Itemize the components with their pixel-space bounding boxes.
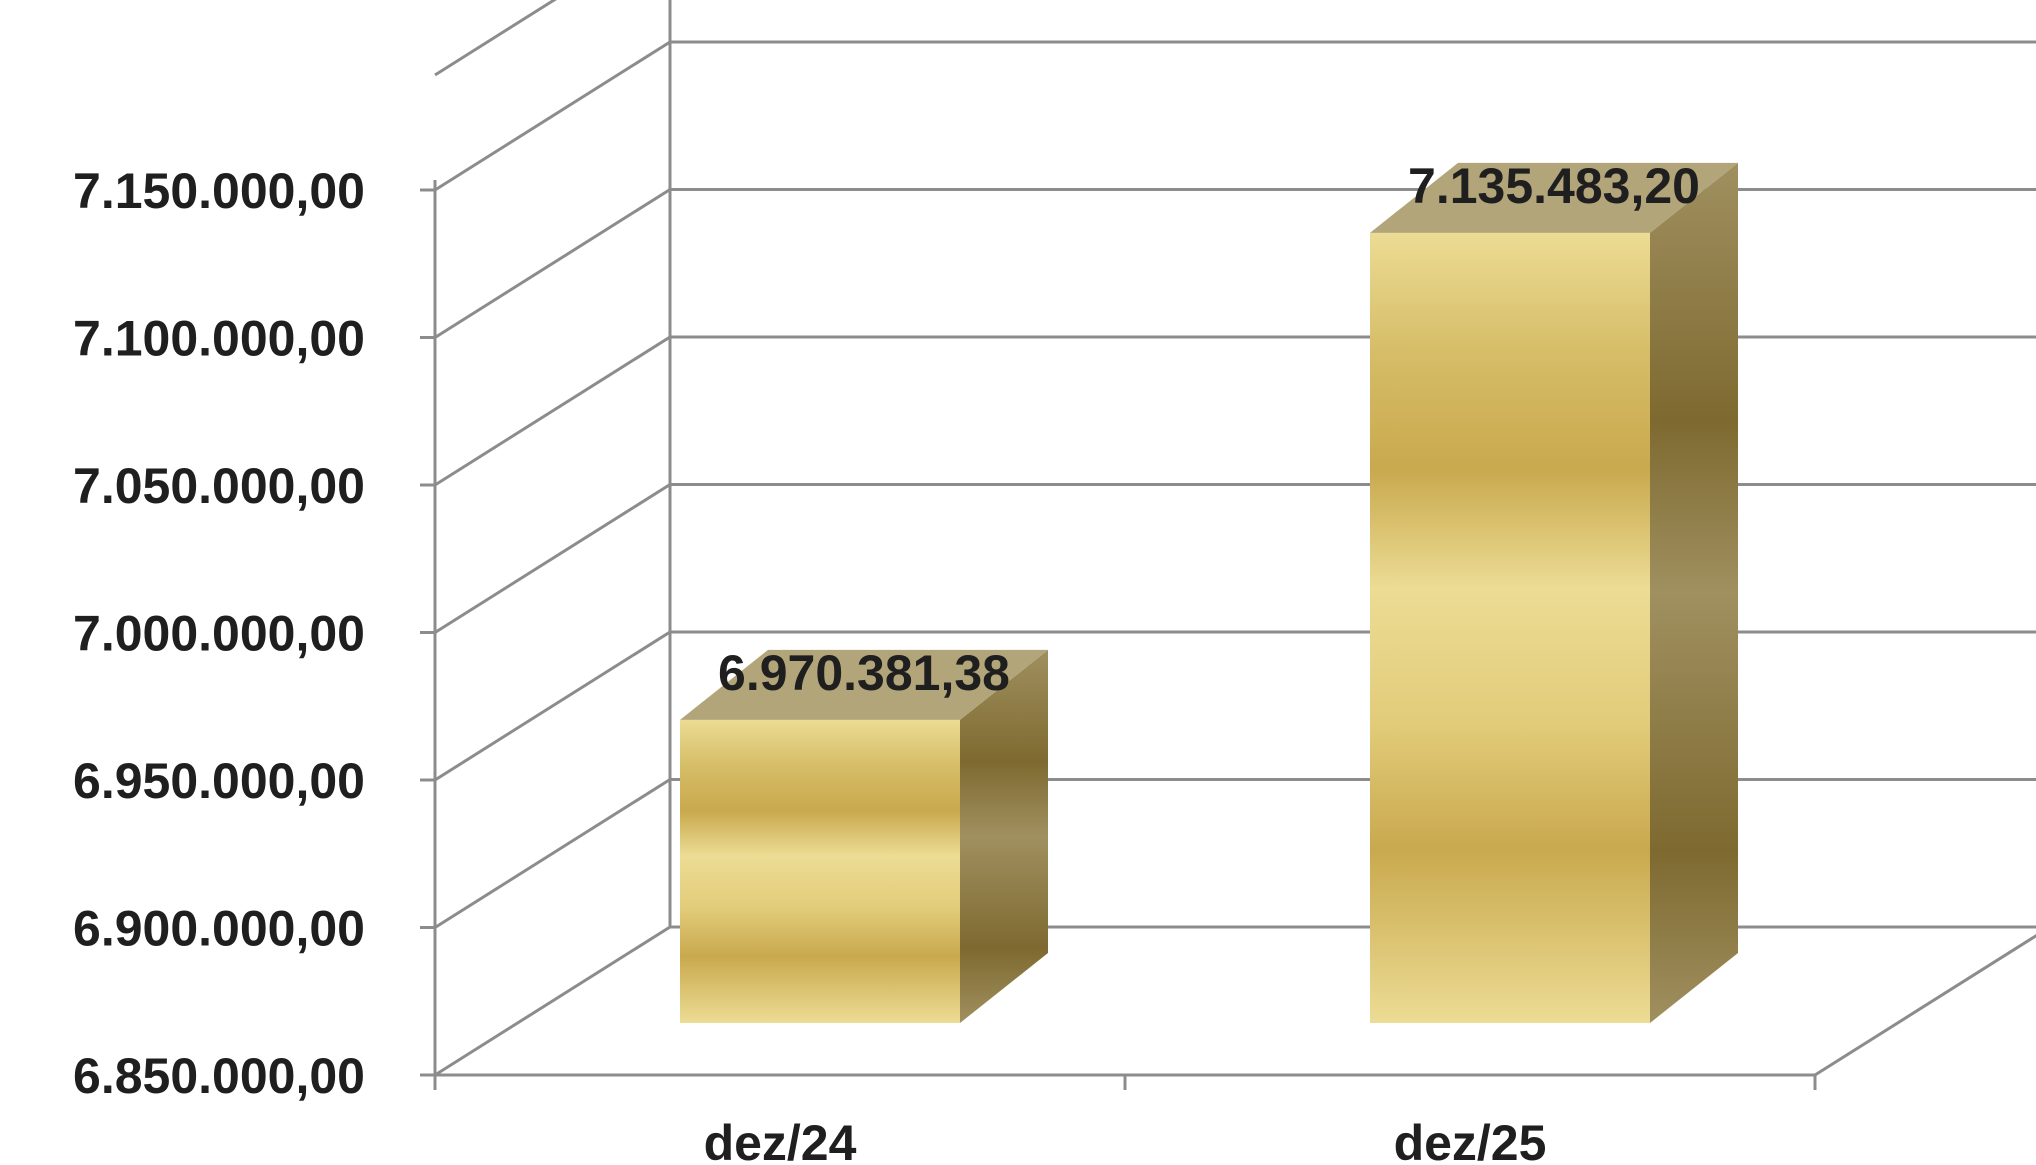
x-axis-categories: dez/24 dez/25 [704,1115,1547,1165]
gridline-diagonal [434,40,671,192]
data-labels: 6.970.381,38 7.135.483,20 [718,158,1700,701]
data-label: 6.970.381,38 [718,645,1010,701]
wall-top-diagonal [434,0,557,77]
axes [433,0,2036,1090]
y-tick-label: 7.100.000,00 [73,311,365,367]
bar-side [960,649,1048,1023]
gridline-diagonal [434,188,671,339]
gridline-diagonal [434,335,671,487]
bar [1370,162,1738,1023]
y-tick-label: 6.850.000,00 [73,1048,365,1104]
y-tick-label: 7.150.000,00 [73,163,365,219]
gridline-diagonal [434,925,671,1077]
gridline-diagonal [434,778,671,929]
gridlines [434,0,2036,1077]
x-tick-label: dez/24 [704,1115,857,1165]
gridline-diagonal [434,630,671,782]
y-tick-label: 7.000.000,00 [73,606,365,662]
y-tick-label: 6.900.000,00 [73,901,365,957]
y-axis-ticks: 6.850.000,00 6.900.000,00 6.950.000,00 7.00… [73,163,435,1104]
bar [680,649,1048,1023]
bar-side [1650,162,1738,1023]
bar-top [680,649,1048,720]
floor-right-edge [1814,934,2036,1077]
y-tick-label: 6.950.000,00 [73,753,365,809]
bar-front [680,719,960,1023]
bars [680,162,1738,1023]
x-tick-label: dez/25 [1394,1115,1547,1165]
bar-top [1370,162,1738,233]
data-label: 7.135.483,20 [1408,158,1700,214]
bar-front [1370,232,1650,1023]
y-tick-label: 7.050.000,00 [73,458,365,514]
gridline-diagonal [434,483,671,634]
